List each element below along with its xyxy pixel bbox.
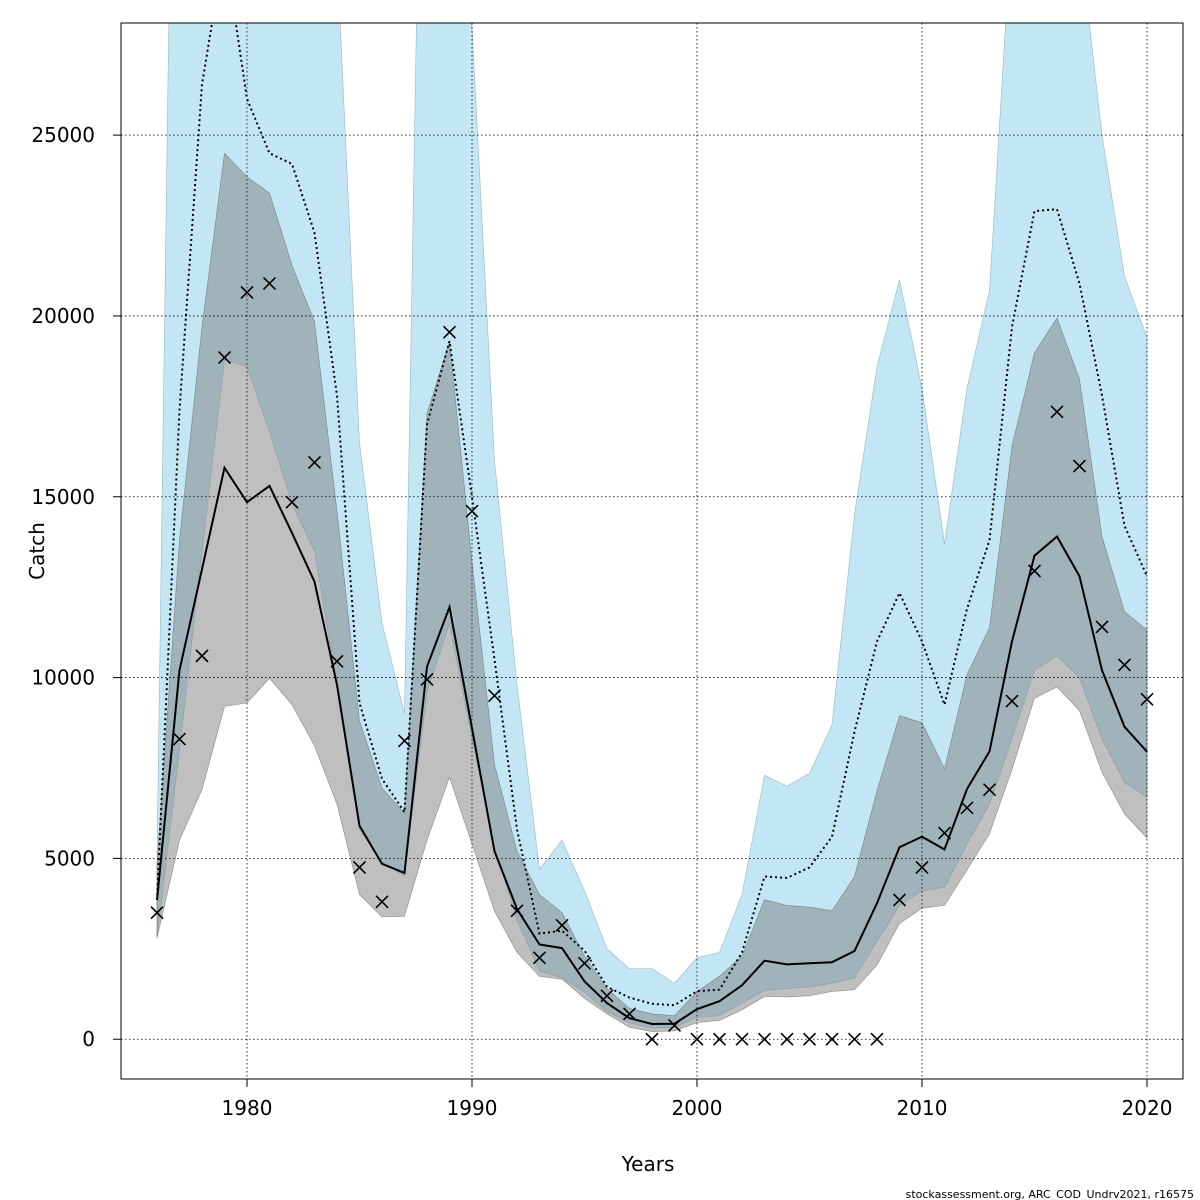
x-axis-title: Years xyxy=(621,1152,675,1176)
y-tick-label: 15000 xyxy=(31,485,95,509)
observed-point xyxy=(982,783,997,797)
observed-point xyxy=(600,989,614,1003)
observed-point xyxy=(442,325,457,339)
observed-point xyxy=(352,860,367,875)
x-tick-label: 2010 xyxy=(897,1096,948,1120)
observed-point xyxy=(195,649,209,663)
observed-point xyxy=(622,1007,637,1021)
y-tick-label: 0 xyxy=(82,1027,95,1051)
observed-point xyxy=(870,1032,884,1046)
estimate-line xyxy=(156,465,1148,1026)
observed-point xyxy=(262,276,277,290)
observed-point xyxy=(645,1032,659,1046)
observed-point xyxy=(330,654,344,668)
y-tick-label: 25000 xyxy=(31,123,95,147)
y-tick-label: 20000 xyxy=(31,304,95,328)
observed-point xyxy=(825,1032,839,1046)
y-axis-title: Catch xyxy=(25,522,49,580)
x-tick-label: 2000 xyxy=(672,1096,723,1120)
observed-point xyxy=(465,504,479,518)
series-lines xyxy=(156,23,1148,1026)
prediction-line xyxy=(156,23,1148,1007)
observed-point xyxy=(690,1032,704,1046)
observed-point xyxy=(1027,564,1042,578)
observed-point xyxy=(757,1032,772,1046)
x-axis: 1980 1990 2000 2010 2020 xyxy=(222,1079,1173,1120)
observed-point xyxy=(1072,459,1087,473)
observed-point xyxy=(1140,692,1154,706)
observed-point xyxy=(937,826,952,840)
observed-point xyxy=(420,672,434,686)
y-tick-label: 5000 xyxy=(44,846,95,870)
credit-footer: stockassessment.org, ARC_COD_Undrv2021, … xyxy=(906,1188,1194,1200)
observed-points xyxy=(150,276,1154,1046)
observed-point xyxy=(915,860,929,875)
observed-point xyxy=(555,918,569,932)
observed-point xyxy=(285,495,299,509)
observed-point xyxy=(1050,405,1064,419)
x-tick-label: 1990 xyxy=(447,1096,498,1120)
observed-point xyxy=(172,732,187,746)
observed-point xyxy=(1005,694,1019,708)
observed-point xyxy=(1095,620,1109,634)
observed-point xyxy=(375,895,389,909)
observed-point xyxy=(307,455,322,469)
y-tick-label: 10000 xyxy=(31,666,95,690)
observed-point xyxy=(510,904,524,918)
observed-point xyxy=(532,951,547,965)
observed-point xyxy=(240,285,254,299)
observed-point xyxy=(892,893,907,907)
observed-point xyxy=(217,350,232,365)
observed-point xyxy=(847,1032,862,1046)
observed-point xyxy=(667,1018,682,1033)
x-tick-label: 2020 xyxy=(1122,1096,1173,1120)
observed-point xyxy=(577,956,592,970)
observed-point xyxy=(780,1032,794,1046)
y-axis: 0 5000 10000 15000 20000 25000 xyxy=(31,123,121,1051)
observed-point xyxy=(397,734,412,748)
plot-frame xyxy=(120,22,1184,1080)
observed-point xyxy=(150,906,164,920)
observed-point xyxy=(487,689,502,703)
x-tick-label: 1980 xyxy=(222,1096,273,1120)
observed-point xyxy=(960,801,974,815)
observed-point xyxy=(735,1032,749,1046)
observed-point xyxy=(1117,658,1132,672)
observed-point xyxy=(712,1032,727,1046)
observed-point xyxy=(802,1032,817,1046)
confidence-bands xyxy=(156,23,1148,1032)
